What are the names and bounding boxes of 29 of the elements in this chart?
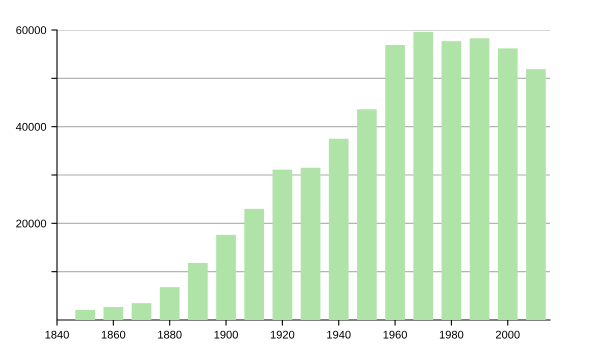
bar [188, 262, 208, 320]
y-tick-label: 40000 [16, 122, 46, 131]
y-tick-label: 20000 [16, 220, 46, 228]
bar [498, 48, 518, 320]
x-tick-label: 1860 [102, 330, 126, 339]
x-tick-label: 1880 [158, 330, 182, 339]
bar [75, 310, 96, 320]
x-tick-label: 1840 [45, 330, 69, 339]
y-tick-label: 60000 [16, 26, 46, 34]
x-tick-label: 1900 [214, 330, 238, 339]
bar [132, 303, 152, 320]
bar [442, 41, 462, 320]
bar [470, 38, 490, 320]
bar [244, 208, 264, 320]
bar [272, 170, 292, 320]
bar [300, 168, 320, 320]
x-tick-label: 1920 [270, 330, 294, 339]
bar [385, 44, 405, 320]
bar [413, 32, 434, 320]
bar [357, 109, 377, 320]
bar [526, 69, 546, 320]
bar [160, 287, 180, 320]
bar [103, 306, 124, 320]
x-tick-label: 2000 [496, 330, 520, 339]
x-tick-label: 1980 [440, 330, 464, 339]
x-tick-label: 1940 [327, 330, 351, 339]
bar [216, 234, 236, 320]
bar [328, 138, 349, 320]
x-tick-label: 1960 [384, 330, 407, 339]
